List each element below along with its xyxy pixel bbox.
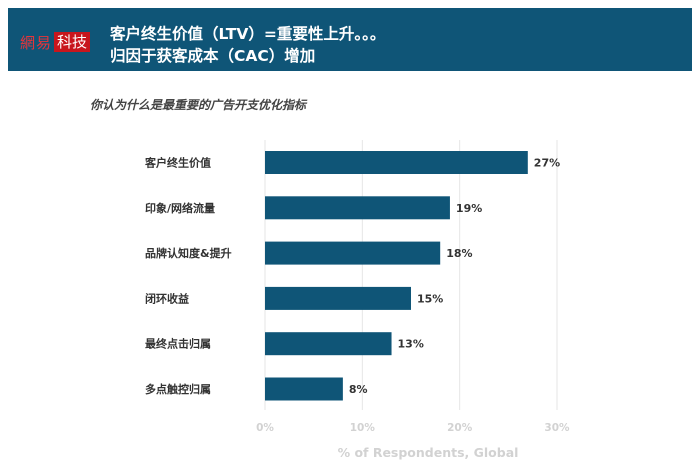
value-label: 27% [534,157,560,170]
x-tick-label: 30% [544,422,570,434]
x-axis-title: % of Respondents, Global [338,445,519,460]
value-label: 19% [456,202,482,215]
banner-title-line2: 归因于获客成本（CAC）增加 [110,47,316,65]
x-tick-label: 20% [447,422,473,434]
category-label: 印象/网络流量 [145,201,215,215]
category-label: 品牌认知度&提升 [145,246,232,260]
logo-text-part1: 網易 [20,33,53,52]
bar [265,332,392,356]
label-layer: 0% 10% 20% 30% 客户终生价值 27% 印象/网络流量 19% 品牌认知度&提升 18… [144,156,570,435]
x-tick-label: 10% [350,422,376,434]
bar [265,377,343,401]
category-label: 闭环收益 [145,291,189,305]
x-tick-label: 0% [256,422,274,434]
bar-layer [265,151,528,401]
category-label: 客户终生价值 [144,156,211,170]
title-banner: 網易 科技 客户终生价值（LTV）=重要性上升。。。 归因于获客成本（CAC）增… [8,8,692,71]
bar [265,196,450,220]
category-label: 多点触控归属 [145,382,211,396]
value-label: 13% [398,338,424,351]
bar [265,151,528,174]
banner-title-line1: 客户终生价值（LTV）=重要性上升。。。 [110,25,386,43]
value-label: 8% [349,383,368,396]
logo-text-part2: 科技 [54,32,91,52]
grid-layer [264,140,558,410]
brand-logo: 網易 科技 [20,32,91,52]
category-label: 最终点击归属 [145,337,211,351]
chart-title: 你认为什么是最重要的广告开支优化指标 [90,98,307,112]
value-label: 15% [417,292,443,305]
bar [265,241,441,265]
bar [265,286,411,310]
value-label: 18% [446,247,472,260]
